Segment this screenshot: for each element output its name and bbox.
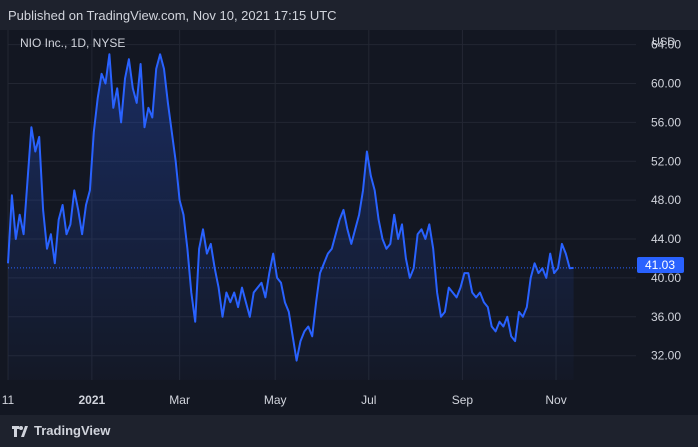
y-tick-label: 60.00 <box>651 76 681 90</box>
footer-bar: TradingView <box>0 415 698 447</box>
y-tick-label: 36.00 <box>651 310 681 324</box>
x-tick-label: May <box>264 393 287 407</box>
publish-header: Published on TradingView.com, Nov 10, 20… <box>0 0 698 30</box>
price-line <box>7 53 574 362</box>
x-tick-label: Sep <box>452 393 474 407</box>
last-price-value: 41.03 <box>645 258 675 272</box>
y-tick-label: 64.00 <box>651 38 681 52</box>
symbol-label: NIO Inc., 1D, NYSE <box>20 36 125 50</box>
last-price-badge-bg <box>637 257 684 273</box>
y-axis[interactable]: 32.00 36.00 40.00 44.00 48.00 52.00 56.00 60.00… <box>651 38 681 363</box>
chart-area[interactable]: 32.00 36.00 40.00 44.00 48.00 52.00 56.00 60.00… <box>0 30 698 415</box>
tradingview-brand[interactable]: TradingView <box>34 423 111 438</box>
x-axis[interactable]: 11 2021 Mar May Jul Sep Nov <box>2 393 567 407</box>
currency-label: USD <box>652 36 675 48</box>
price-area-fill <box>8 54 574 381</box>
y-tick-label: 56.00 <box>651 115 681 129</box>
x-tick-label: Mar <box>169 393 190 407</box>
tradingview-logo-icon <box>12 426 28 437</box>
x-tick-label: 11 <box>2 393 15 407</box>
y-tick-label: 40.00 <box>651 271 681 285</box>
y-tick-label: 32.00 <box>651 349 681 363</box>
x-tick-label: 2021 <box>79 393 106 407</box>
y-tick-label: 48.00 <box>651 193 681 207</box>
publish-info: Published on TradingView.com, Nov 10, 20… <box>8 8 337 23</box>
y-tick-label: 52.00 <box>651 154 681 168</box>
x-tick-label: Jul <box>361 393 376 407</box>
price-chart[interactable]: 32.00 36.00 40.00 44.00 48.00 52.00 56.00 60.00… <box>0 30 698 415</box>
x-tick-label: Nov <box>545 393 566 407</box>
y-tick-label: 44.00 <box>651 232 681 246</box>
price-area-path <box>8 54 574 381</box>
last-price-badge: 41.03 <box>637 257 684 273</box>
price-line-path <box>7 53 574 362</box>
